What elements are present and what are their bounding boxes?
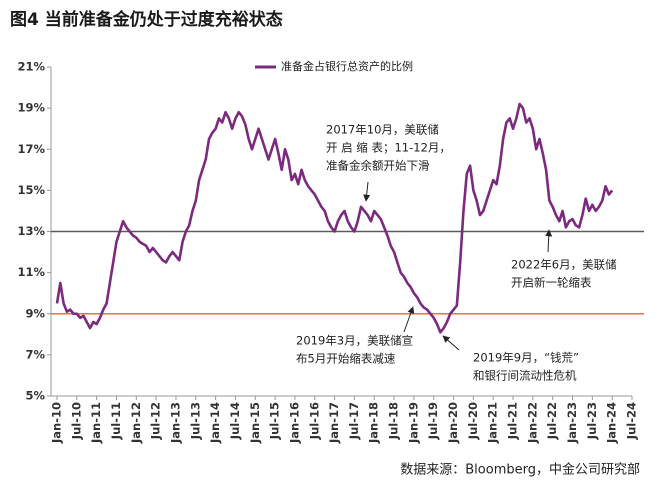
x-tick-label: Jul-16 [307, 402, 321, 440]
annotation: 2022年6月，美联储 [511, 258, 617, 272]
x-tick-label: Jul-18 [387, 402, 401, 440]
x-tick-label: Jul-22 [545, 402, 559, 440]
annotation: 布5月开始缩表减速 [296, 352, 396, 366]
x-tick-label: Jan-11 [89, 402, 103, 444]
y-tick-label: 13% [17, 224, 45, 238]
data-line [55, 102, 614, 334]
x-tick-label: Jul-14 [228, 402, 242, 440]
annotation-arrow [442, 335, 460, 351]
annotation-arrow [403, 306, 415, 333]
x-tick-label: Jan-19 [406, 402, 420, 444]
y-tick-label: 19% [17, 101, 45, 115]
x-tick-label: Jul-10 [69, 402, 83, 440]
y-tick-label: 21% [17, 60, 45, 74]
y-tick-label: 15% [17, 183, 45, 197]
annotation: 开 启 缩 表；11-12月， [326, 141, 451, 155]
annotation: 准备金余额开始下滑 [326, 159, 430, 173]
y-tick-label: 11% [17, 265, 45, 279]
legend-label: 准备金占银行总资产的比例 [281, 59, 413, 73]
x-tick-label: Jul-23 [585, 402, 599, 440]
annotation: 2017年10月，美联储 [326, 123, 439, 137]
annotation-arrow [363, 181, 371, 202]
x-tick-label: Jul-11 [109, 402, 123, 440]
x-tick-label: Jan-16 [287, 402, 301, 444]
annotation: 2019年3月，美联储宣 [296, 334, 413, 348]
x-tick-label: Jul-15 [268, 402, 282, 440]
source: 数据来源：Bloomberg，中金公司研究部 [400, 462, 640, 478]
annotation: 开启新一轮缩表 [511, 276, 592, 290]
x-tick-label: Jan-23 [565, 402, 579, 444]
x-tick-label: Jul-12 [149, 402, 163, 440]
annotation-arrow [545, 229, 553, 253]
annotation: 和银行间流动性危机 [473, 369, 577, 383]
x-tick-label: Jan-15 [248, 402, 262, 444]
x-tick-label: Jul-19 [426, 402, 440, 440]
annotation: 2019年9月，“钱荒” [473, 351, 579, 365]
x-tick-label: Jul-21 [506, 402, 520, 440]
x-tick-label: Jul-24 [625, 402, 639, 440]
y-tick-label: 17% [17, 142, 45, 156]
x-tick-label: Jul-13 [188, 402, 202, 440]
x-tick-label: Jan-21 [486, 402, 500, 444]
y-tick-label: 7% [25, 347, 45, 361]
x-tick-label: Jul-17 [347, 402, 361, 440]
y-tick-label: 5% [25, 389, 45, 403]
x-tick-label: Jan-24 [605, 402, 619, 444]
x-tick-label: Jan-10 [50, 402, 64, 444]
x-tick-label: Jan-18 [367, 402, 381, 444]
x-tick-label: Jan-12 [129, 402, 143, 444]
x-tick-label: Jul-20 [466, 402, 480, 440]
x-tick-label: Jan-17 [327, 402, 341, 444]
x-tick-label: Jan-14 [208, 402, 222, 444]
x-tick-label: Jan-20 [446, 402, 460, 444]
chart-title: 图4 当前准备金仍处于过度充裕状态 [10, 9, 283, 30]
x-tick-label: Jan-13 [168, 402, 182, 444]
y-tick-label: 9% [25, 306, 45, 320]
x-tick-label: Jan-22 [525, 402, 539, 444]
